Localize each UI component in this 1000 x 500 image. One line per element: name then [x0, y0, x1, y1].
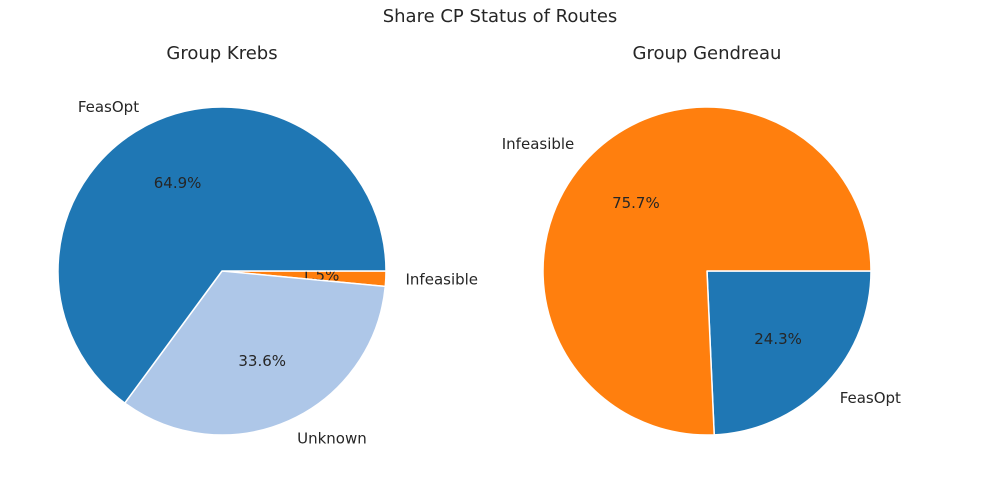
slice-percent-label: 33.6%	[238, 352, 286, 370]
slice-label: Unknown	[297, 430, 367, 448]
pie-panel-1: Group KrebsInfeasible1.5%Unknown33.6%Fea…	[57, 43, 479, 448]
pie-slice	[124, 270, 387, 436]
slice-label: Infeasible	[502, 135, 575, 153]
slice-percent-label: 75.7%	[612, 194, 660, 212]
pie-slice	[706, 270, 872, 436]
pie-slice	[542, 106, 872, 436]
slice-label: Infeasible	[406, 271, 479, 289]
chart-suptitle: Share CP Status of Routes	[382, 6, 618, 27]
slice-percent-label: 64.9%	[154, 174, 202, 192]
pie-panel-2: Group Gendreau FeasOpt 24.3% Infeasible 75.7…	[502, 43, 901, 436]
slice-label: FeasOpt	[78, 98, 139, 116]
slice-percent-label: 24.3%	[754, 330, 802, 348]
pie-slice	[57, 106, 387, 404]
pie-title: Group Gendreau	[633, 43, 782, 64]
slice-label: FeasOpt	[840, 389, 901, 407]
pie-title: Group Krebs	[166, 43, 277, 64]
